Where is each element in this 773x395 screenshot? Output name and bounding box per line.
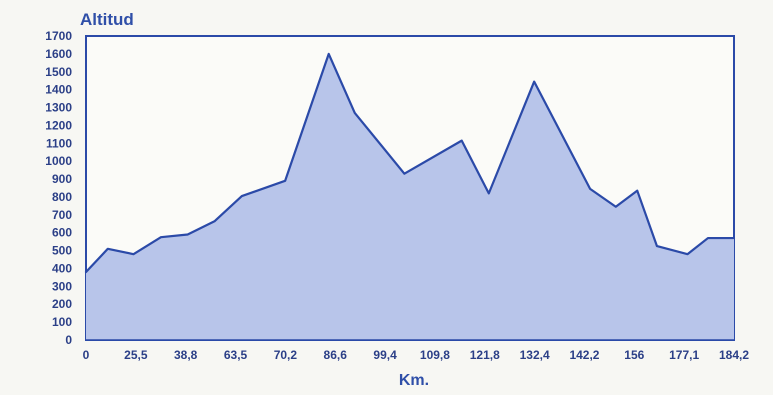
y-tick-label: 700 <box>52 208 72 222</box>
y-tick-label: 400 <box>52 261 72 275</box>
x-tick-label: 99,4 <box>373 348 397 362</box>
x-tick-label: 38,8 <box>174 348 198 362</box>
y-tick-labels: 1700160015001400130012001100100090080070… <box>45 29 72 347</box>
y-tick-label: 300 <box>52 279 72 293</box>
y-tick-label: 200 <box>52 297 72 311</box>
y-tick-label: 0 <box>65 333 72 347</box>
altitude-line <box>84 52 736 274</box>
x-tick-label: 132,4 <box>520 348 550 362</box>
y-tick-label: 100 <box>52 315 72 329</box>
x-tick-label: 70,2 <box>274 348 298 362</box>
y-tick-label: 1500 <box>45 65 72 79</box>
x-tick-labels: 0 25,5 38,8 63,5 70,2 86,6 99,4 109,8 121,8 132,4… <box>83 348 750 362</box>
x-tick-label: 121,8 <box>470 348 500 362</box>
y-tick-label: 1400 <box>45 83 72 97</box>
y-tick-label: 1100 <box>46 136 72 150</box>
x-tick-label: 184,2 <box>719 348 749 362</box>
x-tick-label: 156 <box>624 348 644 362</box>
y-tick-label: 900 <box>52 172 72 186</box>
altitude-area <box>86 53 734 340</box>
y-tick-label: 1600 <box>45 47 72 61</box>
x-tick-label: 177,1 <box>669 348 699 362</box>
x-tick-label: 86,6 <box>324 348 348 362</box>
y-tick-label: 800 <box>52 190 72 204</box>
x-tick-label: 0 <box>83 348 90 362</box>
y-tick-label: 1000 <box>45 154 72 168</box>
y-tick-label: 1200 <box>45 118 72 132</box>
y-tick-label: 1700 <box>45 29 72 43</box>
y-tick-label: 600 <box>52 226 72 240</box>
x-tick-label: 63,5 <box>224 348 248 362</box>
y-tick-label: 1300 <box>45 101 72 115</box>
y-axis-title: Altitud <box>80 10 134 29</box>
x-axis-title: Km. <box>399 372 429 389</box>
y-tick-label: 500 <box>52 244 72 258</box>
x-tick-label: 142,2 <box>569 348 599 362</box>
x-tick-label: 109,8 <box>420 348 450 362</box>
x-tick-label: 25,5 <box>124 348 148 362</box>
